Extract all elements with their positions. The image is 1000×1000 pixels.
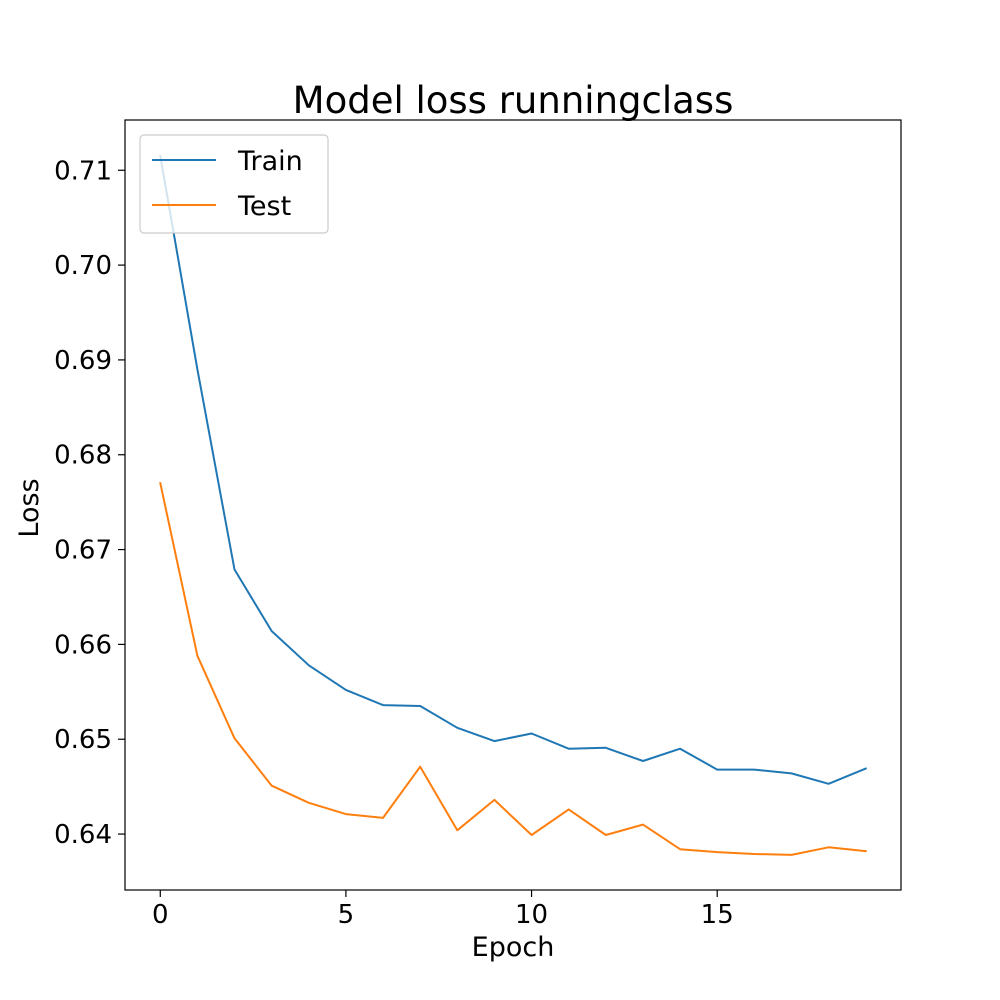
y-tick-label: 0.65 [54,725,112,755]
x-tick-label: 5 [338,900,355,930]
series-layer [159,154,868,856]
legend: Train Test [139,134,329,234]
chart-title: Model loss runningclass [293,79,734,122]
y-axis-ticks: 0.64 0.65 0.66 0.67 0.68 0.69 0.70 0.71 [54,156,125,850]
series-line-test [159,482,867,856]
y-tick-label: 0.70 [54,251,112,281]
legend-label-test: Test [237,191,291,222]
x-tick-label: 15 [701,900,734,930]
y-tick-label: 0.71 [54,156,112,186]
y-tick-label: 0.67 [54,536,112,566]
x-axis-ticks: 0 5 10 15 [152,890,734,930]
series-line-train [159,154,868,785]
plot-area-frame [124,119,902,891]
legend-label-train: Train [237,146,303,177]
y-tick-label: 0.64 [54,820,112,850]
x-tick-label: 10 [515,900,548,930]
y-axis-label: Loss [14,478,45,537]
x-tick-label: 0 [152,900,169,930]
x-axis-label: Epoch [472,932,555,963]
y-tick-label: 0.69 [54,346,112,376]
y-tick-label: 0.66 [54,630,112,660]
y-tick-label: 0.68 [54,441,112,471]
